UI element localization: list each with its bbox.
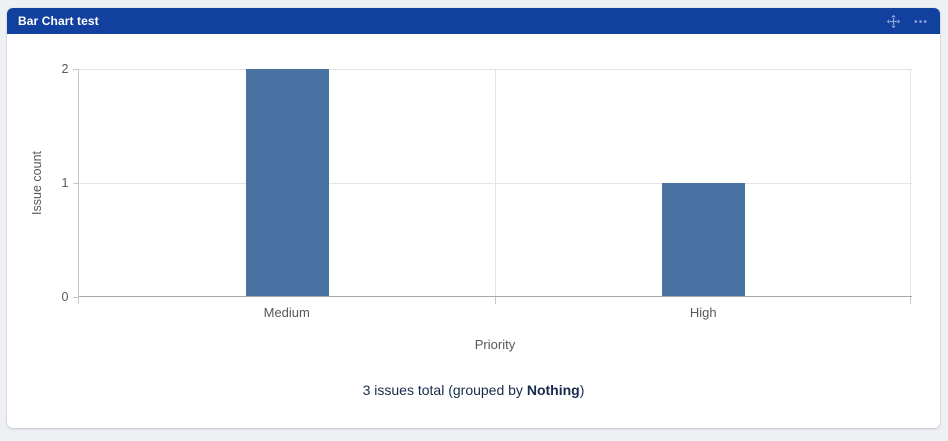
x-category-labels: Medium High	[79, 305, 912, 321]
y-tick-mark	[72, 68, 79, 70]
y-axis-title-wrap: Issue count	[30, 69, 44, 297]
y-tick-label: 2	[61, 62, 69, 76]
bar-medium[interactable]	[245, 69, 329, 297]
x-tick-mark	[494, 296, 496, 304]
x-category-label: Medium	[263, 305, 310, 320]
gadget-title: Bar Chart test	[18, 14, 99, 28]
summary-suffix: )	[579, 382, 585, 398]
move-icon[interactable]	[884, 12, 902, 30]
ellipsis-icon-glyph	[914, 19, 926, 23]
gadget-header[interactable]: Bar Chart test	[7, 8, 940, 34]
y-tick-label: 0	[61, 290, 69, 304]
bar-high[interactable]	[661, 183, 745, 297]
y-axis-title: Issue count	[30, 151, 44, 215]
category-divider	[494, 69, 496, 297]
x-tick-mark	[910, 296, 911, 304]
y-tick-mark	[72, 182, 79, 184]
summary-prefix: 3 issues total (grouped by	[362, 382, 527, 398]
more-options-icon[interactable]	[911, 12, 929, 30]
y-tick-mark	[72, 296, 79, 298]
x-axis-title: Priority	[474, 337, 516, 352]
bar-chart-plot-area: 0 1 2	[62, 62, 912, 304]
x-axis-line	[78, 296, 912, 297]
chart-summary: 3 issues total (grouped by Nothing)	[7, 382, 940, 398]
summary-group-by: Nothing	[526, 382, 580, 398]
y-axis-line	[78, 69, 79, 297]
move-icon-glyph	[886, 14, 900, 28]
category-divider	[910, 69, 911, 297]
bar-chart-gadget: Bar Chart test Issue count 0 1 2 Medium Hig…	[7, 8, 940, 428]
x-category-label: High	[689, 305, 717, 320]
x-tick-mark	[78, 296, 79, 304]
y-tick-label: 1	[61, 176, 69, 190]
